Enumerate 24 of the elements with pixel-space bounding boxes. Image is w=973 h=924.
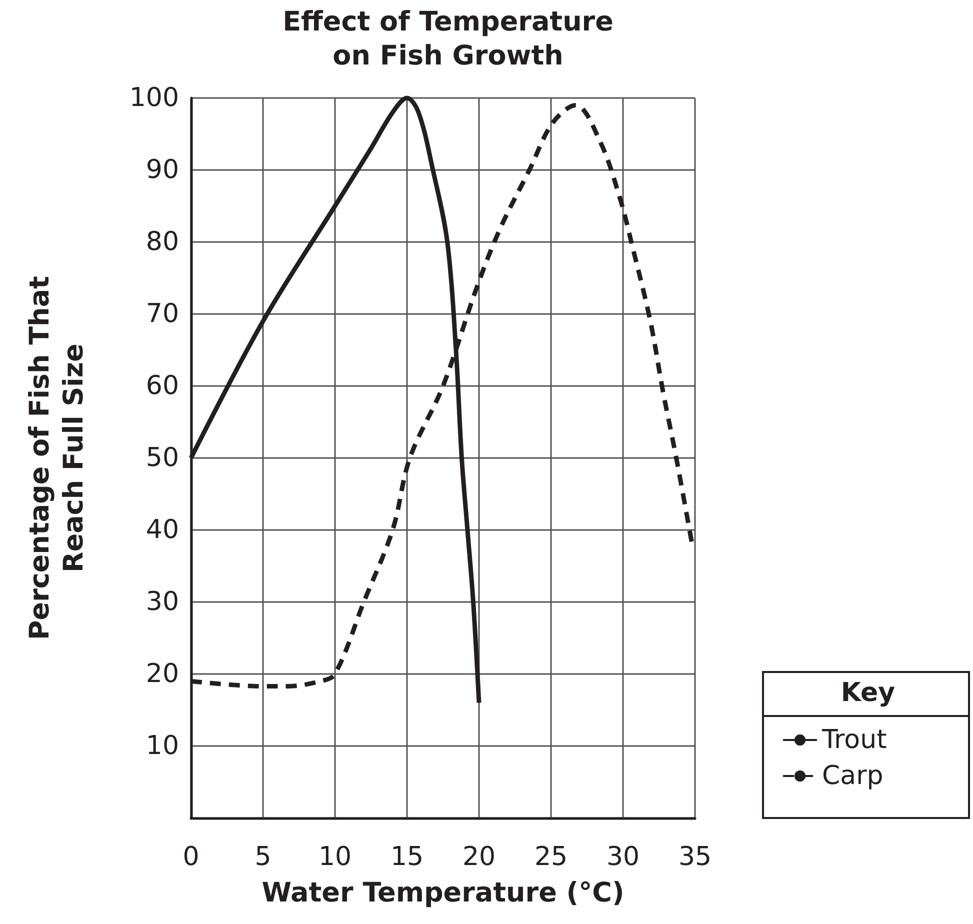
y-axis-title: Percentage of Fish That Reach Full Size [24,276,90,640]
y-tick-label: 100 [129,83,179,113]
x-tick-label: 25 [534,842,568,872]
x-tick-label: 20 [462,842,496,872]
x-tick-label: 10 [318,842,352,872]
x-tick-label: 30 [606,842,640,872]
y-tick-label: 30 [146,587,179,617]
x-tick-label: 5 [254,842,272,872]
x-tick-label: 15 [390,842,424,872]
y-tick-label: 80 [146,227,179,257]
chart-title: Effect of Temperature on Fish Growth [282,6,614,72]
x-tick-label: 0 [182,842,200,872]
y-tick-label: 20 [146,659,179,689]
y-tick-label: 60 [146,371,179,401]
x-tick-label: 35 [678,842,712,872]
y-tick-label: 50 [146,443,179,473]
legend-label: Carp [822,761,884,791]
y-tick-label: 10 [146,731,179,761]
y-tick-label: 40 [146,515,179,545]
y-tick-label: 70 [146,299,179,329]
x-axis-title: Water Temperature (°C) [262,878,624,908]
legend-title: Key [840,678,896,708]
y-tick-label: 90 [146,155,179,185]
legend-label: Trout [821,725,887,755]
